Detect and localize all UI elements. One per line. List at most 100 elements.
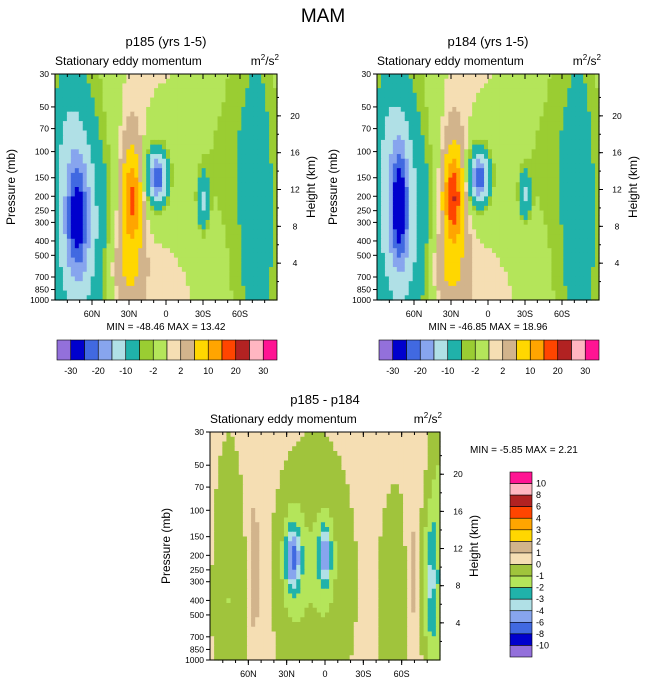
heatmap-cell xyxy=(217,205,223,212)
heatmap-cell xyxy=(122,177,127,183)
heatmap-cell xyxy=(396,74,402,80)
heatmap-cell xyxy=(464,201,469,207)
heatmap-cell xyxy=(527,154,533,160)
heatmap-cell xyxy=(452,177,457,183)
heatmap-cell xyxy=(464,92,469,99)
heatmap-cell xyxy=(587,229,592,235)
heatmap-cell xyxy=(106,238,112,245)
heatmap-cell xyxy=(392,205,398,212)
heatmap-cell xyxy=(380,74,386,80)
heatmap-cell xyxy=(209,154,215,160)
heatmap-cell xyxy=(173,252,179,259)
heatmap-cell xyxy=(162,102,167,108)
heatmap-cell xyxy=(559,144,564,150)
heatmap-cell xyxy=(217,158,223,165)
heatmap-cell xyxy=(567,238,572,245)
heatmap-cell xyxy=(547,111,553,117)
heatmap-cell xyxy=(396,191,402,198)
heatmap-cell xyxy=(563,229,568,235)
heatmap-cell xyxy=(420,187,426,193)
heatmap-cell xyxy=(189,191,195,198)
heatmap-cell xyxy=(225,92,231,99)
heatmap-cell xyxy=(134,271,139,278)
heatmap-cell xyxy=(488,111,493,117)
heatmap-cell xyxy=(150,257,155,263)
heatmap-cell xyxy=(74,74,80,80)
heatmap-cell xyxy=(233,130,238,136)
heatmap-cell xyxy=(142,135,147,141)
heatmap-cell xyxy=(563,135,568,141)
heatmap-cell xyxy=(94,182,100,188)
heatmap-cell xyxy=(58,92,64,99)
heatmap-cell xyxy=(547,252,553,259)
y2-tick-label: 16 xyxy=(290,148,300,158)
heatmap-cell xyxy=(539,243,545,249)
heatmap-cell xyxy=(158,139,163,146)
heatmap-cell xyxy=(436,130,442,136)
heatmap-cell xyxy=(404,111,410,117)
heatmap-cell xyxy=(491,154,497,160)
heatmap-cell xyxy=(257,257,262,263)
heatmap-cell xyxy=(448,88,453,94)
heatmap-cell xyxy=(559,224,564,230)
heatmap-cell xyxy=(241,83,246,89)
heatmap-cell xyxy=(74,125,80,132)
heatmap-cell xyxy=(193,187,199,193)
heatmap-cell xyxy=(197,257,203,263)
heatmap-cell xyxy=(468,248,473,254)
heatmap-cell xyxy=(102,276,108,282)
heatmap-cell xyxy=(273,281,278,287)
heatmap-cell xyxy=(118,139,123,146)
heatmap-cell xyxy=(591,248,596,254)
heatmap-cell xyxy=(456,224,461,230)
heatmap-cell xyxy=(126,210,131,216)
heatmap-cell xyxy=(579,135,584,141)
heatmap-cell xyxy=(535,252,541,259)
heatmap-cell xyxy=(567,196,572,202)
heatmap-cell xyxy=(66,78,72,85)
heatmap-cell xyxy=(205,196,211,202)
heatmap-cell xyxy=(484,121,489,127)
heatmap-cell xyxy=(436,97,442,103)
heatmap-cell xyxy=(575,219,580,226)
heatmap-cell xyxy=(452,139,457,146)
heatmap-cell xyxy=(114,285,120,292)
heatmap-cell xyxy=(55,135,60,141)
heatmap-cell xyxy=(464,234,469,240)
heatmap-cell xyxy=(58,149,64,155)
heatmap-cell xyxy=(484,191,489,198)
heatmap-cell xyxy=(527,201,533,207)
heatmap-cell xyxy=(468,149,473,155)
heatmap-cell xyxy=(595,121,600,127)
heatmap-cell xyxy=(539,139,545,146)
colorbar-box xyxy=(166,339,182,361)
heatmap-cell xyxy=(265,83,270,89)
heatmap-cell xyxy=(563,252,568,259)
heatmap-cell xyxy=(587,139,592,146)
heatmap-cell xyxy=(154,163,159,169)
heatmap-cell xyxy=(70,177,76,183)
heatmap-cell xyxy=(404,83,410,89)
heatmap-cell xyxy=(162,172,167,179)
heatmap-cell xyxy=(543,234,549,240)
heatmap-cell xyxy=(241,106,246,113)
heatmap-cell xyxy=(388,92,394,99)
heatmap-cell xyxy=(173,201,179,207)
heatmap-cell xyxy=(539,168,545,174)
heatmap-cell xyxy=(380,154,386,160)
heatmap-cell xyxy=(86,92,92,99)
heatmap-cell xyxy=(66,243,72,249)
heatmap-cell xyxy=(495,229,501,235)
heatmap-cell xyxy=(114,238,120,245)
heatmap-cell xyxy=(249,205,254,212)
heatmap-cell xyxy=(396,102,402,108)
heatmap-cell xyxy=(428,252,434,259)
heatmap-cell xyxy=(456,187,461,193)
heatmap-cell xyxy=(209,116,215,122)
heatmap-cell xyxy=(499,243,505,249)
heatmap-cell xyxy=(62,262,68,268)
heatmap-cell xyxy=(591,238,596,245)
heatmap-cell xyxy=(420,196,426,202)
heatmap-cell xyxy=(213,243,219,249)
heatmap-cell xyxy=(225,158,231,165)
